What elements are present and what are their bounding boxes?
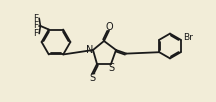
Text: F: F [33, 21, 38, 30]
Text: N: N [86, 45, 93, 55]
Text: F: F [33, 14, 38, 23]
Text: Br: Br [183, 33, 193, 42]
Text: S: S [89, 73, 95, 83]
Text: O: O [105, 22, 113, 32]
Text: S: S [108, 63, 114, 73]
Text: F: F [33, 29, 38, 38]
